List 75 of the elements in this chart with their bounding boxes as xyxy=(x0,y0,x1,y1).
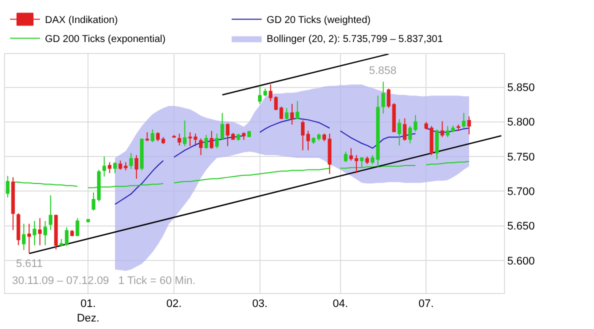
candlestick xyxy=(76,218,80,237)
candlestick xyxy=(306,130,310,151)
candlestick xyxy=(172,134,176,138)
candlestick xyxy=(161,136,166,145)
x-tick-label: 04. xyxy=(332,298,348,310)
candlestick xyxy=(398,118,402,146)
candlestick xyxy=(102,156,106,178)
candlestick xyxy=(43,220,48,246)
candlestick xyxy=(32,220,36,246)
candlestick xyxy=(118,160,122,170)
annotation: 5.858 xyxy=(369,65,397,77)
annotation: 5.611 xyxy=(16,258,43,270)
candlestick xyxy=(140,138,144,171)
legend-label: GD 20 Ticks (weighted) xyxy=(266,15,371,26)
candlestick xyxy=(402,118,407,142)
candlestick xyxy=(247,130,251,138)
legend-label: Bollinger (20, 2): 5.735,799 – 5.837,301 xyxy=(266,34,444,46)
candlestick xyxy=(150,129,154,142)
candlestick xyxy=(467,116,471,135)
candlestick xyxy=(381,81,386,114)
candlestick xyxy=(22,223,26,251)
y-tick-label: 5.700 xyxy=(507,186,535,198)
candlestick xyxy=(430,126,434,156)
candlestick xyxy=(242,132,246,140)
candlestick xyxy=(290,103,294,126)
candlestick xyxy=(86,218,90,223)
candlestick xyxy=(124,162,128,171)
candlestick xyxy=(263,88,268,97)
candlestick xyxy=(11,176,15,230)
candlestick xyxy=(440,120,444,138)
candlestick xyxy=(48,194,52,230)
candlestick xyxy=(182,120,187,147)
candlestick xyxy=(322,133,326,142)
y-tick-label: 5.650 xyxy=(507,220,535,233)
candlestick xyxy=(108,162,112,174)
x-tick-label: 01. Dez. xyxy=(76,298,100,324)
candlestick xyxy=(64,226,69,246)
candlestick xyxy=(199,138,203,156)
candlestick xyxy=(462,112,466,129)
candlestick xyxy=(456,124,460,132)
y-tick-label: 5.750 xyxy=(507,151,535,164)
candlestick xyxy=(134,154,138,180)
candlestick xyxy=(27,223,31,254)
y-tick-label: 5.850 xyxy=(507,82,535,94)
candlestick xyxy=(210,130,214,150)
candlestick xyxy=(70,229,74,237)
candlestick xyxy=(300,120,305,151)
legend-label: GD 200 Ticks (exponential) xyxy=(45,34,166,46)
x-tick-label: 02. xyxy=(166,298,182,310)
candlestick xyxy=(296,100,300,120)
candlestick xyxy=(365,156,369,165)
y-tick-label: 5.600 xyxy=(507,255,535,268)
candlestick xyxy=(145,132,149,142)
x-tick-label: 03. xyxy=(252,298,268,310)
candlestick xyxy=(178,133,182,146)
candlestick xyxy=(129,152,133,170)
candlestick xyxy=(6,175,10,198)
candlestick xyxy=(60,238,64,248)
candlestick xyxy=(204,134,208,150)
x-tick-label: 07. xyxy=(418,298,434,310)
candlestick xyxy=(156,132,160,142)
legend-label: DAX (Indikation) xyxy=(45,15,118,26)
candlestick xyxy=(284,108,289,120)
candlestick xyxy=(344,151,348,163)
candlestick xyxy=(236,133,240,142)
candlestick xyxy=(38,218,42,246)
y-tick-label: 5.800 xyxy=(507,116,535,129)
candlestick xyxy=(424,121,428,130)
candlestick xyxy=(258,85,262,104)
annotation: 30.11.09 – 07.12.09 1 Tick = 60 Min. xyxy=(12,275,196,287)
candlestick xyxy=(16,212,20,246)
candlestick xyxy=(113,162,117,174)
candlestick xyxy=(435,129,439,160)
candlestick xyxy=(54,214,58,250)
candlestick xyxy=(328,133,332,174)
